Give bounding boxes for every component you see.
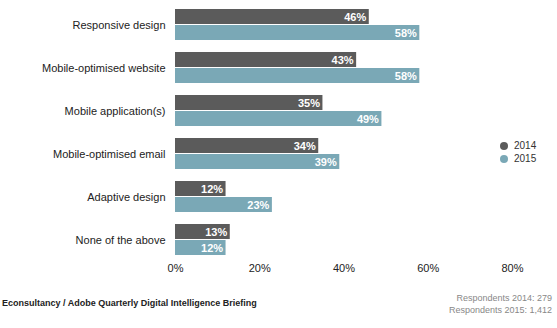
html-text:2014: 2014 xyxy=(514,140,537,151)
html-text:Respondents 2014: 279: Respondents 2014: 279 xyxy=(456,293,552,303)
html-text:Respondents 2015: 1,412: Respondents 2015: 1,412 xyxy=(448,305,552,315)
svg-text:23%: 23% xyxy=(247,199,269,211)
svg-text:Mobile-optimised email: Mobile-optimised email xyxy=(53,148,166,160)
svg-text:60%: 60% xyxy=(417,262,439,274)
svg-text:0%: 0% xyxy=(168,262,184,274)
svg-text:13%: 13% xyxy=(205,226,227,238)
svg-text:None of the above: None of the above xyxy=(76,234,166,246)
svg-text:80%: 80% xyxy=(501,262,523,274)
svg-text:58%: 58% xyxy=(395,70,417,82)
svg-text:Responsive design: Responsive design xyxy=(73,19,166,31)
svg-text:20%: 20% xyxy=(249,262,271,274)
svg-text:40%: 40% xyxy=(333,262,355,274)
svg-text:39%: 39% xyxy=(315,156,337,168)
html-text:2015: 2015 xyxy=(514,153,537,164)
svg-text:49%: 49% xyxy=(357,113,379,125)
svg-text:Mobile-optimised website: Mobile-optimised website xyxy=(42,62,166,74)
svg-text:43%: 43% xyxy=(332,54,354,66)
svg-text:12%: 12% xyxy=(201,183,223,195)
svg-text:12%: 12% xyxy=(201,242,223,254)
svg-text:Mobile application(s): Mobile application(s) xyxy=(65,105,166,117)
svg-text:Adaptive design: Adaptive design xyxy=(87,191,165,203)
svg-text:34%: 34% xyxy=(294,140,316,152)
svg-text:35%: 35% xyxy=(298,97,320,109)
html-text:Econsultancy / Adobe Quarterly: Econsultancy / Adobe Quarterly Digital I… xyxy=(2,298,257,308)
svg-text:46%: 46% xyxy=(344,11,366,23)
svg-text:58%: 58% xyxy=(395,27,417,39)
